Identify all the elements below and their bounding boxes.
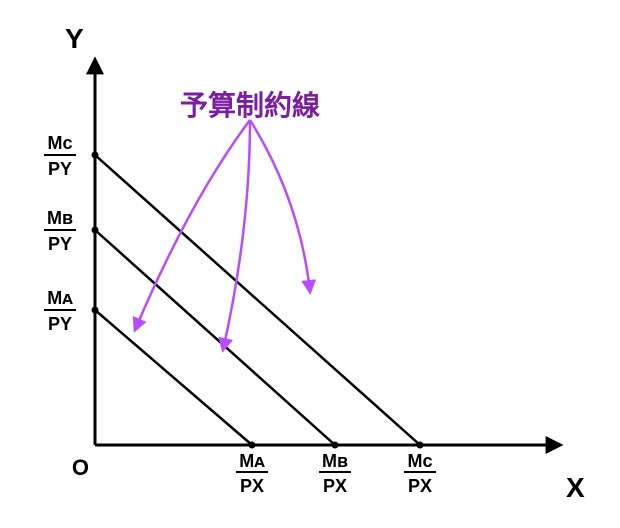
- y-intercept-dot-c: [92, 152, 99, 159]
- origin-label: O: [72, 455, 89, 480]
- y-label-num-c: Mc: [47, 133, 72, 153]
- y-intercept-dot-a: [92, 307, 99, 314]
- diagram-title: 予算制約線: [180, 89, 320, 121]
- y-intercept-dot-b: [92, 227, 99, 234]
- x-label-den-c: PX: [408, 476, 432, 496]
- x-label-num-c: Mc: [407, 451, 432, 471]
- y-label-den-b: PY: [48, 234, 72, 254]
- x-label-den-a: PX: [240, 476, 264, 496]
- y-label-num-b: Mʙ: [47, 208, 73, 228]
- budget-constraint-diagram: X Y O Mᴀ PY Mʙ PY Mc PY Mᴀ PX Mʙ PX Mc PX 予算制約線: [0, 0, 620, 528]
- y-label-num-a: Mᴀ: [47, 288, 73, 308]
- y-label-den-c: PY: [48, 159, 72, 179]
- x-axis-label: X: [566, 472, 585, 503]
- x-intercept-dot-c: [417, 442, 424, 449]
- x-intercept-dot-b: [332, 442, 339, 449]
- x-label-num-a: Mᴀ: [239, 451, 265, 471]
- y-axis-label: Y: [65, 23, 84, 54]
- pointer-arrow-3: [250, 120, 310, 292]
- budget-line-c: [95, 155, 420, 445]
- x-label-num-b: Mʙ: [322, 451, 348, 471]
- y-label-den-a: PY: [48, 314, 72, 334]
- x-label-den-b: PX: [323, 476, 347, 496]
- x-intercept-dot-a: [249, 442, 256, 449]
